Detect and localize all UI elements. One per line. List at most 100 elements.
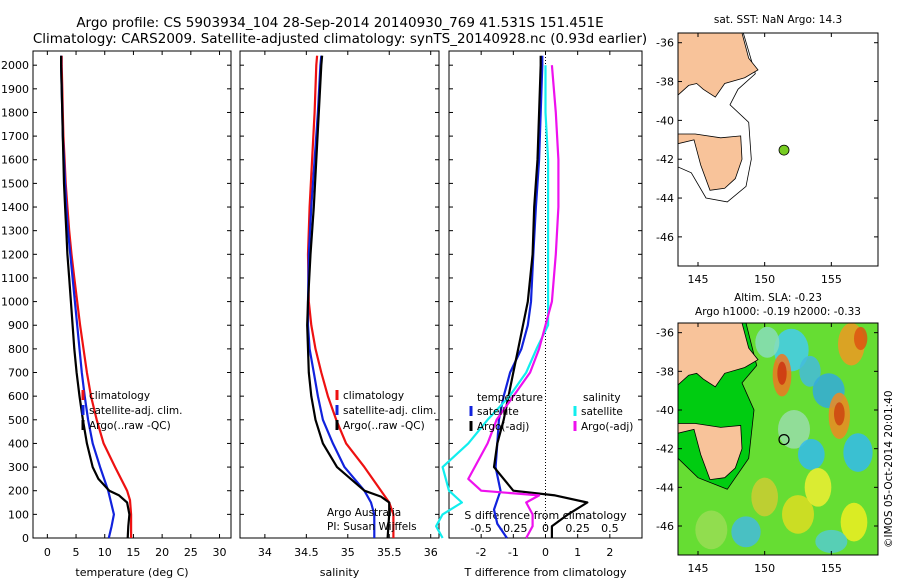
sla-anomaly	[815, 529, 848, 554]
legend-title: salinity	[583, 392, 621, 404]
x-tick-label: 20	[155, 546, 169, 559]
depth-tick-label: 1800	[1, 106, 29, 119]
sla-anomaly	[798, 439, 825, 470]
lon-tick-label: 145	[688, 273, 709, 286]
sla-anomaly	[804, 468, 832, 507]
x-tick-label: 0	[542, 546, 549, 559]
lat-tick-label: -38	[656, 365, 674, 378]
lat-tick-label: -42	[656, 443, 674, 456]
sla-anomaly	[843, 433, 873, 472]
x-tick-label: -2	[476, 546, 487, 559]
argo-location-marker	[778, 144, 790, 156]
depth-tick-label: 1600	[1, 154, 29, 167]
legend-label: climatology	[89, 390, 150, 402]
series-line-climatology	[306, 55, 395, 538]
sla-anomaly	[777, 361, 787, 385]
lat-tick-label: -44	[656, 192, 674, 205]
map-panel-1-content	[678, 33, 878, 266]
sla-anomaly	[854, 326, 868, 351]
sla-anomaly	[755, 326, 780, 358]
figure-title-line2: Climatology: CARS2009. Satellite-adjuste…	[33, 31, 647, 47]
shelf-contour	[678, 33, 756, 203]
lat-tick-label: -40	[656, 404, 674, 417]
lon-tick-label: 150	[754, 562, 775, 575]
shelf-contour	[678, 323, 758, 490]
legend-label: Argo(-adj)	[477, 421, 529, 433]
lat-tick-label: -36	[656, 37, 674, 50]
legend-label: satellite-adj. clim.	[343, 405, 436, 417]
mainland-australia	[678, 323, 759, 388]
sla-anomaly	[799, 355, 821, 387]
series-line-argo--adj-	[467, 65, 560, 539]
legend-title: temperature	[477, 392, 543, 404]
map-panel-2-frame	[677, 322, 879, 556]
x-tick-label: 35	[341, 546, 355, 559]
sla-anomaly	[778, 410, 810, 449]
x-tick-label: 15	[126, 546, 140, 559]
series-line-satellite	[435, 65, 550, 539]
x-tick-label: 5	[73, 546, 80, 559]
series-line-argo---raw--qc-	[59, 55, 131, 539]
profile-panel-2-frame	[239, 50, 440, 539]
depth-tick-label: 200	[8, 485, 29, 498]
x-tick-label: 1	[574, 546, 581, 559]
sla-anomaly	[834, 402, 845, 426]
profile-panel-1-xlabel: temperature (deg C)	[75, 566, 188, 579]
profile-panel-2-xlabel: salinity	[320, 566, 360, 579]
lat-tick-label: -46	[656, 520, 674, 533]
legend-label: Argo(..raw -QC)	[89, 420, 171, 432]
depth-tick-label: 1000	[1, 296, 29, 309]
sla-anomaly	[840, 502, 868, 542]
depth-tick-label: 1100	[1, 272, 29, 285]
depth-tick-label: 800	[8, 343, 29, 356]
x-tick-label: 36	[424, 546, 438, 559]
depth-tick-label: 1500	[1, 177, 29, 190]
sla-anomaly	[751, 477, 779, 517]
depth-tick-label: 100	[8, 508, 29, 521]
legend-label: Argo(..raw -QC)	[343, 420, 425, 432]
tasmania	[678, 133, 743, 191]
figure-title-line1: Argo profile: CS 5903934_104 28-Sep-2014…	[76, 15, 603, 31]
map-panel-2-content	[678, 323, 878, 555]
depth-tick-label: 500	[8, 414, 29, 427]
map-panel-2-title: Altim. SLA: -0.23	[734, 292, 822, 304]
depth-tick-label: 1200	[1, 248, 29, 261]
series-line-satellite-adj--clim-	[306, 55, 376, 538]
legend-label: satellite	[581, 406, 623, 418]
lat-tick-label: -40	[656, 114, 674, 127]
profile-panel-3-xlabel: T difference from climatology	[464, 566, 627, 579]
profile-panel-2: 34 34.5 35 35.5 36 salinity climatology satelli…	[239, 50, 440, 579]
lat-tick-label: -44	[656, 481, 674, 494]
depth-tick-label: 1300	[1, 225, 29, 238]
lat-tick-label: -38	[656, 76, 674, 89]
x2-tick-label: 0.5	[601, 522, 619, 535]
legend-label: satellite-adj. clim.	[89, 405, 182, 417]
depth-tick-label: 1700	[1, 130, 29, 143]
plot-layer: 0100200300400500600700800900100011001200…	[1, 14, 879, 579]
lat-tick-label: -36	[656, 327, 674, 340]
lon-tick-label: 155	[821, 562, 842, 575]
tasmania	[678, 423, 743, 481]
x2-tick-label: -0.5	[470, 522, 491, 535]
lon-tick-label: 155	[821, 273, 842, 286]
sla-anomaly	[782, 495, 814, 534]
map-panel-2-subtitle: Argo h1000: -0.19 h2000: -0.33	[695, 306, 861, 318]
depth-tick-label: 700	[8, 367, 29, 380]
mainland-australia	[678, 33, 759, 98]
legend-label: climatology	[343, 390, 404, 402]
imos-credit: ©IMOS 05-Oct-2014 20:01:40	[883, 390, 895, 548]
map-panel-1-frame	[677, 32, 879, 267]
x2-tick-label: -0.25	[499, 522, 527, 535]
depth-tick-label: 400	[8, 437, 29, 450]
legend-label: satellite	[477, 406, 519, 418]
depth-tick-label: 900	[8, 319, 29, 332]
lat-tick-label: -42	[656, 153, 674, 166]
x-tick-label: -1	[508, 546, 519, 559]
lon-tick-label: 150	[754, 273, 775, 286]
legend-label: Argo(-adj)	[581, 421, 633, 433]
x2-tick-label: 0.25	[565, 522, 590, 535]
argo-location-marker	[778, 433, 790, 446]
profile-panel-1-frame	[32, 50, 232, 539]
